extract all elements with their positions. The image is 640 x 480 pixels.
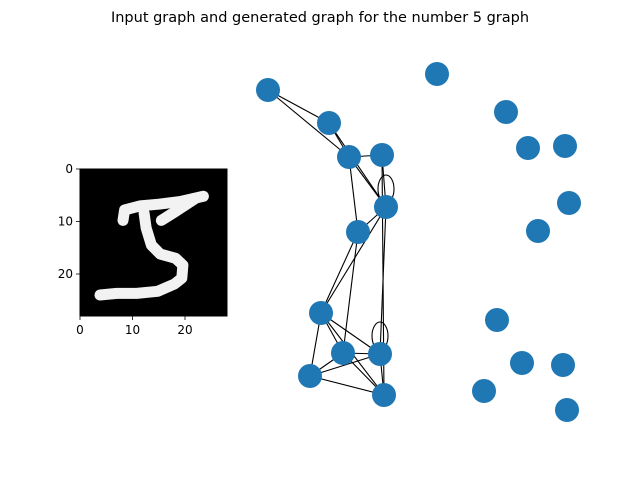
graph-node-n14 <box>553 134 577 158</box>
graph-node-n20 <box>472 379 496 403</box>
graph-edge-n4-n6 <box>320 206 387 314</box>
graph-node-n3 <box>370 143 394 167</box>
graph-edges <box>267 89 387 396</box>
input-image-x-axis: 0 10 20 <box>76 316 193 337</box>
input-image-y-axis: 0 10 20 <box>58 162 80 281</box>
graph-edge-n9-n10 <box>309 375 385 396</box>
graph-node-n1 <box>317 111 341 135</box>
x-tick-label: 0 <box>76 323 84 337</box>
graph-node-n7 <box>331 341 355 365</box>
graph-node-n11 <box>425 62 449 86</box>
input-digit-strokes <box>94 190 209 301</box>
graph-node-n18 <box>510 351 534 375</box>
y-tick-label: 10 <box>58 215 73 229</box>
digit-stroke-1 <box>155 192 201 226</box>
graph-node-n19 <box>551 353 575 377</box>
digit-stroke-2 <box>94 207 189 301</box>
graph-edge-n5-n6 <box>320 231 359 314</box>
graph-node-n4 <box>374 195 398 219</box>
figure-title: Input graph and generated graph for the … <box>111 10 529 26</box>
graph-node-n0 <box>256 78 280 102</box>
graph-node-n8 <box>368 342 392 366</box>
graph-node-n2 <box>337 145 361 169</box>
graph-edge-n8-n9 <box>309 353 381 377</box>
x-tick-label: 20 <box>177 323 192 337</box>
graph-node-n13 <box>516 136 540 160</box>
input-image-panel: 0 10 20 0 10 20 <box>58 162 228 337</box>
graph-node-n21 <box>555 398 579 422</box>
graph-node-n12 <box>494 100 518 124</box>
y-tick-label: 0 <box>65 162 73 176</box>
graph-node-n5 <box>346 220 370 244</box>
y-tick-label: 20 <box>58 267 73 281</box>
graph-edge-n5-n7 <box>342 231 359 354</box>
graph-edge-n0-n2 <box>267 89 350 158</box>
graph-node-n16 <box>526 219 550 243</box>
graph-node-n17 <box>485 308 509 332</box>
x-tick-label: 10 <box>125 323 140 337</box>
graph-node-n6 <box>309 301 333 325</box>
input-image-frame <box>79 168 228 317</box>
graph-edge-n2-n5 <box>348 156 359 233</box>
generated-graph-panel <box>256 62 581 422</box>
graph-nodes <box>256 62 581 422</box>
graph-node-n10 <box>372 383 396 407</box>
graph-node-n15 <box>557 191 581 215</box>
graph-node-n9 <box>298 364 322 388</box>
